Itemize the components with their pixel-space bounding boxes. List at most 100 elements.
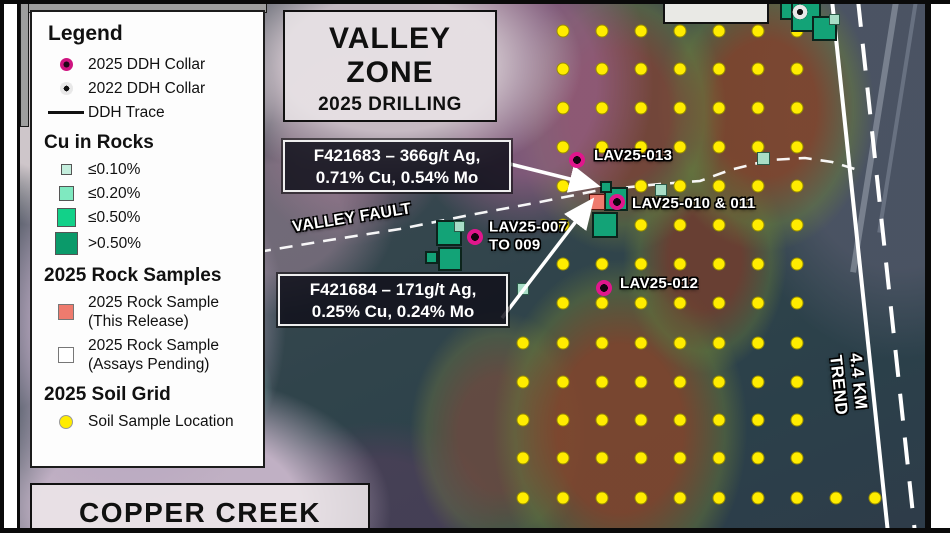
soil-sample-dot	[595, 140, 609, 154]
soil-sample-dot	[790, 491, 804, 505]
map-label: 4.4 KM TREND	[826, 352, 871, 416]
soil-sample-dot	[556, 257, 570, 271]
left-margin	[4, 4, 17, 528]
soil-sample-dot	[712, 24, 726, 38]
soil-sample-dot	[673, 62, 687, 76]
soil-sample-dot	[751, 179, 765, 193]
map-title-line1: VALLEY	[328, 22, 452, 55]
soil-sample-dot	[595, 413, 609, 427]
soil-sample-dot	[712, 451, 726, 465]
cu-swatch-icon	[60, 164, 72, 175]
soil-sample-dot	[595, 491, 609, 505]
soil-sample-dot	[790, 218, 804, 232]
soil-sample-dot	[712, 336, 726, 350]
legend-item-label: DDH Trace	[88, 104, 165, 121]
soil-sample-dot	[751, 336, 765, 350]
assay-annotation-f421684: F421684 – 171g/t Ag, 0.25% Cu, 0.24% Mo	[278, 274, 508, 326]
legend-item-label: 2022 DDH Collar	[88, 80, 206, 97]
soil-sample-dot	[634, 296, 648, 310]
cutoff-label-box	[663, 4, 769, 24]
rock-sample-new-swatch-icon	[58, 304, 74, 320]
soil-sample-dot	[516, 451, 530, 465]
map-title-box: VALLEY ZONE 2025 DRILLING	[283, 10, 497, 122]
soil-sample-dot	[673, 296, 687, 310]
soil-sample-dot	[516, 413, 530, 427]
cu-rock-sample-marker	[600, 181, 612, 193]
soil-sample-dot	[634, 491, 648, 505]
soil-sample-dot	[673, 24, 687, 38]
legend-section-soil-grid: 2025 Soil Grid	[44, 384, 171, 405]
soil-sample-dot	[556, 296, 570, 310]
soil-sample-dot	[712, 179, 726, 193]
soil-sample-dot	[516, 375, 530, 389]
soil-sample-dot	[673, 451, 687, 465]
legend-item-ddh-trace: DDH Trace	[44, 103, 253, 122]
map-title-line2: ZONE	[346, 56, 434, 89]
assay-annotation-f421683: F421683 – 366g/t Ag, 0.71% Cu, 0.54% Mo	[283, 140, 511, 192]
legend-item-label: 2025 Rock Sample (Assays Pending)	[88, 337, 219, 373]
legend-item-soil-location: Soil Sample Location	[44, 412, 253, 431]
legend-item-label: ≤0.20%	[88, 185, 141, 202]
annotation-arrows	[500, 162, 601, 320]
map-label: LAV25-013	[594, 147, 673, 165]
soil-sample-dot	[673, 101, 687, 115]
soil-sample-dot	[751, 413, 765, 427]
legend-item-cu-gt050: >0.50%	[44, 232, 253, 255]
soil-sample-dot	[634, 413, 648, 427]
soil-sample-dot	[673, 413, 687, 427]
soil-sample-dot	[790, 296, 804, 310]
soil-sample-dot	[516, 336, 530, 350]
soil-sample-dot	[634, 62, 648, 76]
soil-sample-dot	[790, 451, 804, 465]
ddh-collar-2022-marker	[792, 4, 808, 20]
soil-sample-dot	[751, 218, 765, 232]
soil-sample-dot	[712, 101, 726, 115]
soil-sample-dot	[634, 179, 648, 193]
soil-sample-dot	[712, 413, 726, 427]
soil-sample-dot	[790, 375, 804, 389]
soil-sample-dot	[634, 218, 648, 232]
soil-sample-dot	[634, 101, 648, 115]
ddh-collar-2025-marker	[596, 280, 612, 296]
cu-rock-sample-marker	[655, 184, 667, 196]
cu-rock-sample-marker	[812, 16, 837, 41]
soil-sample-dot	[751, 375, 765, 389]
soil-sample-dot	[634, 451, 648, 465]
right-margin	[931, 4, 950, 528]
map-label: LAV25-012	[620, 275, 699, 293]
soil-sample-dot	[673, 140, 687, 154]
soil-sample-dot	[790, 413, 804, 427]
inset-frame-left-bar	[20, 4, 29, 127]
soil-sample-dot	[712, 296, 726, 310]
legend-item-2022-ddh-collar: 2022 DDH Collar	[44, 79, 253, 98]
cu-swatch-icon	[56, 208, 76, 227]
soil-sample-dot	[673, 218, 687, 232]
legend-panel: Legend 2025 DDH Collar 2022 DDH Collar D…	[30, 10, 265, 468]
soil-sample-dot	[751, 62, 765, 76]
soil-sample-dot	[595, 296, 609, 310]
soil-sample-dot	[751, 296, 765, 310]
soil-sample-dot	[634, 257, 648, 271]
ddh-collar-2025-icon	[59, 58, 73, 71]
legend-item-label: >0.50%	[88, 235, 142, 252]
soil-sample-dot	[556, 62, 570, 76]
soil-sample-dot	[673, 336, 687, 350]
soil-sample-dot	[751, 491, 765, 505]
legend-section-cu-in-rocks: Cu in Rocks	[44, 132, 154, 153]
soil-sample-dot	[712, 375, 726, 389]
soil-sample-dot	[556, 451, 570, 465]
ddh-collar-2022-icon	[59, 82, 73, 95]
soil-sample-dot	[712, 62, 726, 76]
soil-sample-dot	[595, 101, 609, 115]
soil-sample-dot	[790, 62, 804, 76]
legend-item-cu-050: ≤0.50%	[44, 208, 253, 227]
legend-item-label: ≤0.10%	[88, 161, 141, 178]
soil-sample-dot	[673, 257, 687, 271]
legend-item-rock-this-release: 2025 Rock Sample (This Release)	[44, 293, 253, 331]
soil-sample-dot	[790, 101, 804, 115]
soil-sample-dot	[673, 375, 687, 389]
soil-sample-dot	[595, 62, 609, 76]
copper-creek-label-box: COPPER CREEK	[30, 483, 370, 533]
soil-sample-dot	[751, 451, 765, 465]
soil-sample-dot	[595, 336, 609, 350]
